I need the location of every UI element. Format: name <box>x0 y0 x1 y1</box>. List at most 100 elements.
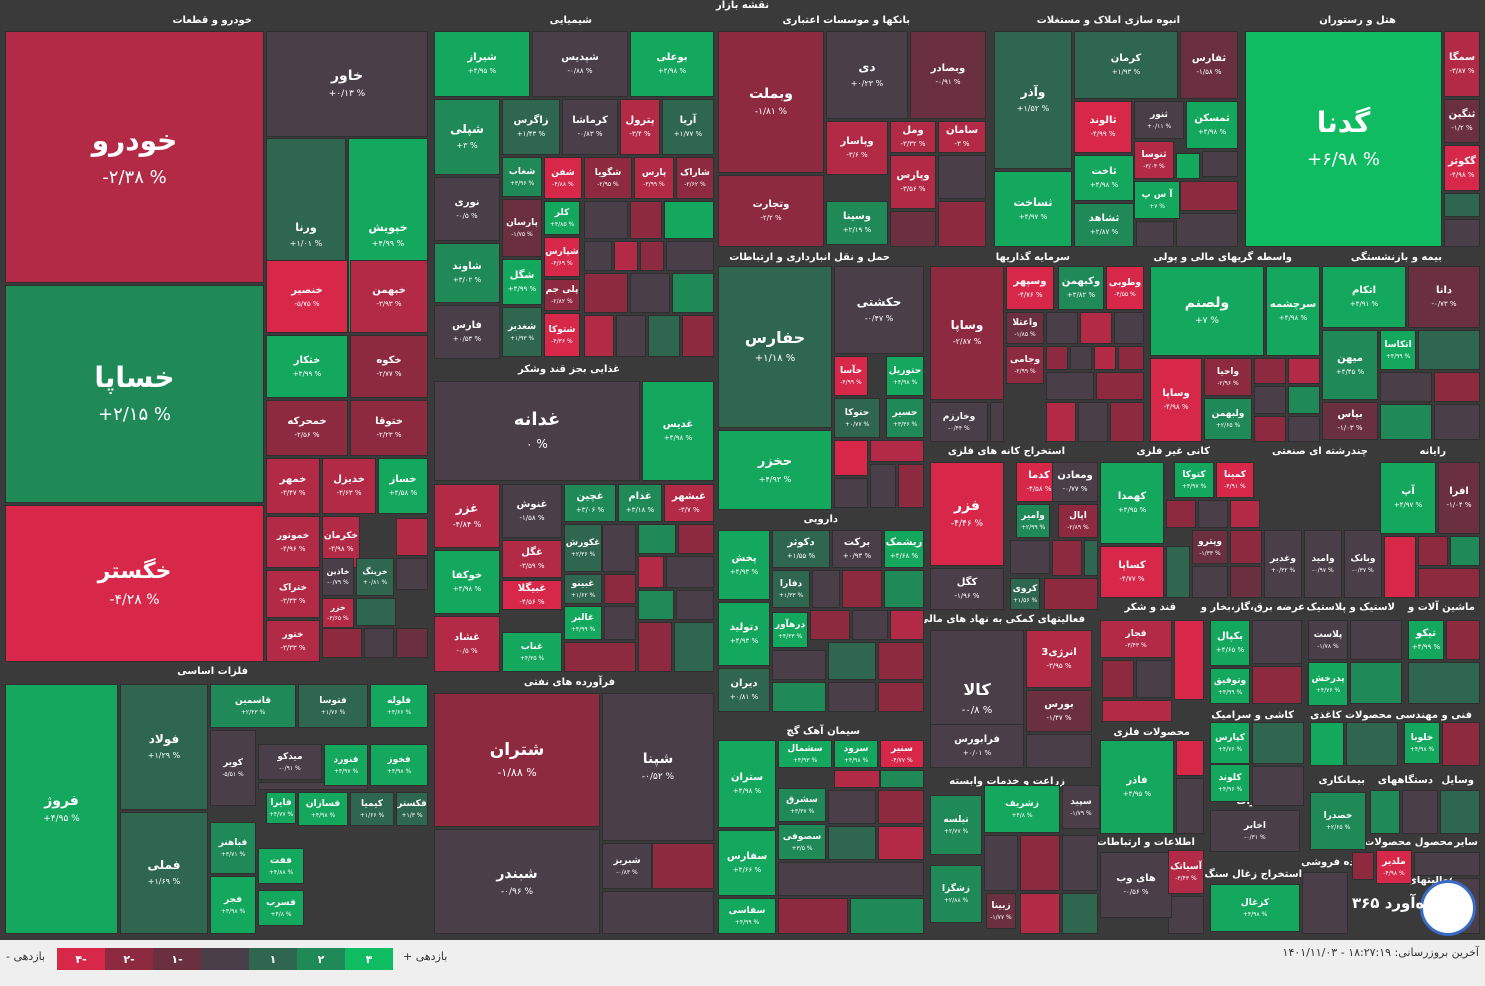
treemap-cell[interactable] <box>884 570 924 608</box>
stock-tile[interactable]: کرماشا -۰/۸۳ % <box>562 99 618 155</box>
treemap-cell[interactable] <box>1252 620 1302 664</box>
stock-tile[interactable]: وساپا -۲/۸۷ % <box>930 266 1004 400</box>
stock-tile[interactable]: قجار -۳/۴۳ % <box>1100 620 1172 658</box>
treemap-cell[interactable] <box>990 402 1004 442</box>
stock-tile[interactable]: ختکار +۴/۹۹ % <box>266 335 348 398</box>
stock-tile[interactable]: سفارس +۴/۶۶ % <box>718 830 776 896</box>
treemap-cell[interactable] <box>1350 662 1402 704</box>
treemap-cell[interactable] <box>666 241 714 271</box>
treemap-cell[interactable] <box>812 570 840 608</box>
stock-tile[interactable]: زشریف +۴/۸ % <box>984 785 1060 833</box>
treemap-cell[interactable] <box>584 201 628 239</box>
treemap-cell[interactable] <box>682 315 714 357</box>
treemap-cell[interactable] <box>828 682 876 712</box>
stock-tile[interactable]: ملدیر -۴/۹۸ % <box>1376 850 1412 884</box>
stock-tile[interactable]: کزغال +۴/۹۸ % <box>1210 884 1300 932</box>
stock-tile[interactable]: وآذر +۱/۵۲ % <box>994 31 1072 169</box>
stock-tile[interactable]: خموتور -۴/۹۶ % <box>266 516 320 568</box>
stock-tile[interactable]: وتوفیق +۴/۹۹ % <box>1210 668 1250 704</box>
stock-tile[interactable]: غشاد -۰/۵ % <box>434 616 500 672</box>
treemap-cell[interactable] <box>604 606 636 640</box>
stock-tile[interactable]: انرژی3 -۳/۹۵ % <box>1026 630 1092 688</box>
stock-tile[interactable]: پترول -۳/۴ % <box>620 99 660 155</box>
treemap-cell[interactable] <box>1010 540 1050 574</box>
treemap-cell[interactable] <box>674 622 714 672</box>
treemap-cell[interactable] <box>322 628 362 658</box>
stock-tile[interactable]: فولاد +۱/۲۹ % <box>120 684 208 810</box>
treemap-cell[interactable] <box>1198 500 1228 528</box>
stock-tile[interactable]: خوکفا +۴/۹۸ % <box>434 550 500 614</box>
treemap-cell[interactable] <box>870 464 896 508</box>
treemap-cell[interactable] <box>1102 660 1134 698</box>
stock-tile[interactable]: خصدرا +۲/۶۵ % <box>1310 792 1366 850</box>
treemap-cell[interactable] <box>648 315 680 357</box>
treemap-cell[interactable] <box>1254 386 1286 414</box>
treemap-cell[interactable] <box>834 440 868 476</box>
treemap-cell[interactable] <box>1380 404 1432 440</box>
stock-tile[interactable]: ثشاهد +۲/۸۷ % <box>1074 203 1134 247</box>
stock-tile[interactable]: سصوفی +۳/۵ % <box>778 824 826 860</box>
treemap-cell[interactable] <box>1402 790 1438 834</box>
treemap-cell[interactable] <box>810 610 850 640</box>
treemap-cell[interactable] <box>1450 536 1480 566</box>
stock-tile[interactable]: شاوند +۳/۰۲ % <box>434 243 500 303</box>
stock-tile[interactable]: فرابورس +۰/۰۱ % <box>930 724 1024 768</box>
stock-tile[interactable]: بوعلی +۴/۹۸ % <box>630 31 714 97</box>
stock-tile[interactable]: وبانک -۰/۳۷ % <box>1344 530 1382 598</box>
stock-tile[interactable]: ثنور +۰/۱۱ % <box>1134 101 1184 139</box>
stock-tile[interactable]: فملی +۱/۶۹ % <box>120 812 208 934</box>
stock-tile[interactable]: فتوسا +۱/۷۶ % <box>298 684 368 728</box>
treemap-cell[interactable] <box>1230 500 1260 528</box>
treemap-cell[interactable] <box>638 622 672 672</box>
stock-tile[interactable]: شاراک -۲/۶۲ % <box>676 157 714 199</box>
stock-tile[interactable]: حسیر +۳/۳۶ % <box>886 398 924 438</box>
treemap-cell[interactable] <box>1252 722 1304 764</box>
stock-tile[interactable]: حخزر +۴/۹۳ % <box>718 430 832 510</box>
treemap-cell[interactable] <box>1044 578 1098 610</box>
stock-tile[interactable]: پارس -۳/۹۹ % <box>634 157 674 199</box>
stock-tile[interactable]: فروژ +۴/۹۵ % <box>5 684 118 934</box>
treemap-cell[interactable] <box>1096 372 1144 400</box>
treemap-cell[interactable] <box>890 610 924 640</box>
stock-tile[interactable]: شتران -۱/۸۸ % <box>434 693 600 827</box>
stock-tile[interactable]: شیراز +۴/۹۵ % <box>434 31 530 97</box>
treemap-cell[interactable] <box>356 598 396 626</box>
stock-tile[interactable]: خمحرکه -۲/۵۶ % <box>266 400 348 456</box>
treemap-cell[interactable] <box>1350 620 1402 660</box>
stock-tile[interactable]: میدکو -۰/۹۱ % <box>258 744 322 780</box>
treemap-cell[interactable] <box>1384 536 1416 598</box>
stock-tile[interactable]: شپارس -۴/۶۹ % <box>544 237 580 277</box>
stock-tile[interactable]: وخارزم -۰/۴۴ % <box>930 402 988 442</box>
stock-tile[interactable]: وغدیر +۰/۳۲ % <box>1264 530 1302 598</box>
stock-tile[interactable]: بپاس -۱/۰۳ % <box>1322 402 1378 440</box>
treemap-cell[interactable] <box>1444 219 1480 247</box>
stock-tile[interactable]: گدنا +۶/۹۸ % <box>1245 31 1442 247</box>
stock-tile[interactable]: ففت +۴/۸۸ % <box>258 848 304 884</box>
stock-tile[interactable]: سپید -۱/۷۹ % <box>1062 785 1100 829</box>
treemap-cell[interactable] <box>898 464 924 508</box>
stock-tile[interactable]: ثمسکن +۴/۹۸ % <box>1186 101 1238 149</box>
stock-tile[interactable]: کتوکا +۴/۹۷ % <box>1174 462 1214 498</box>
stock-tile[interactable]: غبیگلا -۴/۵۶ % <box>502 580 562 610</box>
treemap-cell[interactable] <box>828 642 876 680</box>
stock-tile[interactable]: برکت +۰/۹۳ % <box>832 530 882 568</box>
treemap-cell[interactable] <box>1444 193 1480 217</box>
treemap-cell[interactable] <box>614 241 638 271</box>
treemap-cell[interactable] <box>638 590 674 620</box>
stock-tile[interactable]: دتولید +۴/۹۳ % <box>718 602 770 666</box>
stock-tile[interactable]: نوری -۰/۵ % <box>434 177 500 241</box>
stock-tile[interactable]: اخابر -۰/۳۱ % <box>1210 810 1300 852</box>
stock-tile[interactable]: ستران +۴/۹۸ % <box>718 740 776 828</box>
treemap-cell[interactable] <box>880 770 924 788</box>
stock-tile[interactable]: آریا +۱/۷۷ % <box>662 99 714 155</box>
treemap-cell[interactable] <box>396 518 428 556</box>
stock-tile[interactable]: فزر -۴/۴۶ % <box>930 462 1004 566</box>
treemap-cell[interactable] <box>1288 358 1320 384</box>
stock-tile[interactable]: ولبهمن +۲/۶۵ % <box>1204 398 1252 440</box>
stock-tile[interactable]: خکوه -۲/۷۷ % <box>350 335 428 398</box>
treemap-cell[interactable] <box>1446 620 1480 660</box>
stock-tile[interactable]: کویر -۵/۵۱ % <box>210 730 256 806</box>
treemap-cell[interactable] <box>1254 416 1286 442</box>
stock-tile[interactable]: حکشتی -۰/۴۷ % <box>834 266 924 354</box>
stock-tile[interactable]: وامید -۰/۹۷ % <box>1304 530 1342 598</box>
